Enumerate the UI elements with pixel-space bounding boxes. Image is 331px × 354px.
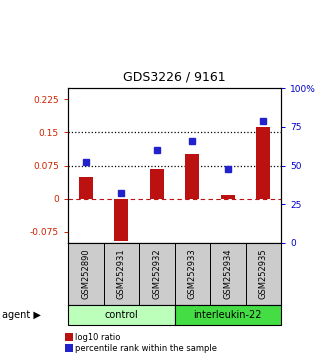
Bar [221, 195, 235, 199]
Text: GDS3226 / 9161: GDS3226 / 9161 [123, 71, 226, 84]
Text: control: control [104, 310, 138, 320]
Text: GSM252934: GSM252934 [223, 249, 232, 299]
Text: interleukin-22: interleukin-22 [194, 310, 262, 320]
Text: GSM252933: GSM252933 [188, 249, 197, 299]
Text: GSM252935: GSM252935 [259, 249, 268, 299]
Bar [68, 305, 174, 325]
Text: GSM252890: GSM252890 [81, 249, 90, 299]
Bar [150, 169, 164, 199]
Bar [114, 199, 128, 241]
Bar [185, 154, 199, 199]
Bar [174, 305, 281, 325]
Bar [79, 177, 93, 199]
Text: GSM252931: GSM252931 [117, 249, 126, 299]
Text: agent ▶: agent ▶ [2, 310, 40, 320]
Bar [256, 126, 270, 199]
Text: GSM252932: GSM252932 [152, 249, 161, 299]
Legend: log10 ratio, percentile rank within the sample: log10 ratio, percentile rank within the … [66, 333, 217, 353]
